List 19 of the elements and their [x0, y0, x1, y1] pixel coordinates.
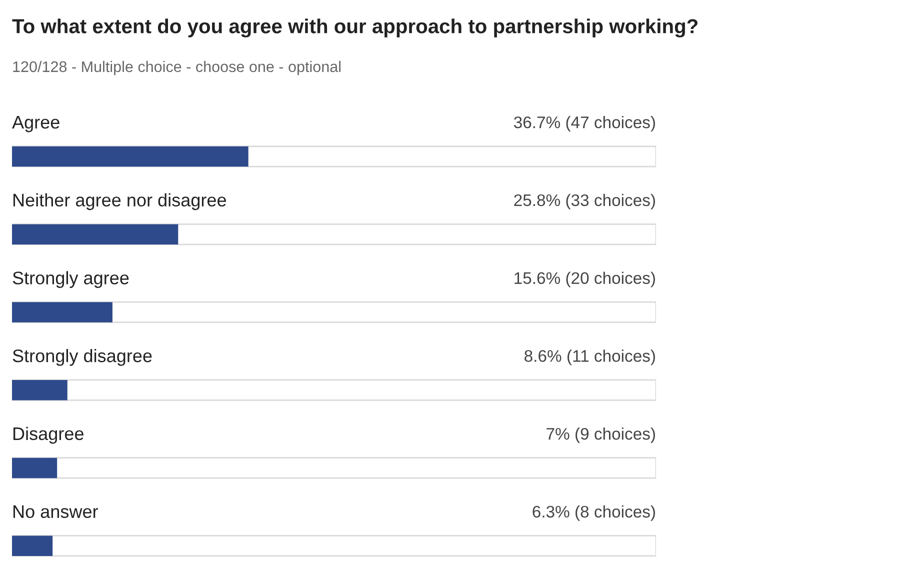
- y-tick-label: Agree: [12, 116, 60, 132]
- data-label: 7% (9 choices): [546, 428, 655, 444]
- y-tick-label: Disagree: [13, 426, 84, 444]
- y-tick-label: Neither agree nor disagree: [13, 193, 226, 210]
- y-tick-label: Strongly disagree: [12, 348, 152, 366]
- data-label: 8.6% (11 choices): [524, 350, 655, 366]
- chart-title: To what extent do you agree with our approach to partnership working?: [12, 18, 698, 38]
- data-label: 6.3% (8 choices): [532, 505, 655, 521]
- y-tick-label: Strongly agree: [12, 271, 129, 288]
- bar: [12, 536, 53, 556]
- chart-subtitle: 120/128 - Multiple choice - choose one - optional: [13, 60, 341, 76]
- bar: [12, 458, 58, 478]
- y-tick-label: No answer: [13, 505, 98, 518]
- data-label: 15.6% (20 choices): [514, 272, 655, 288]
- bar: [12, 380, 68, 400]
- data-label: 25.8% (33 choices): [514, 194, 655, 210]
- bar: [12, 302, 112, 322]
- data-label: 36.7% (47 choices): [514, 116, 655, 132]
- bar: [12, 224, 178, 244]
